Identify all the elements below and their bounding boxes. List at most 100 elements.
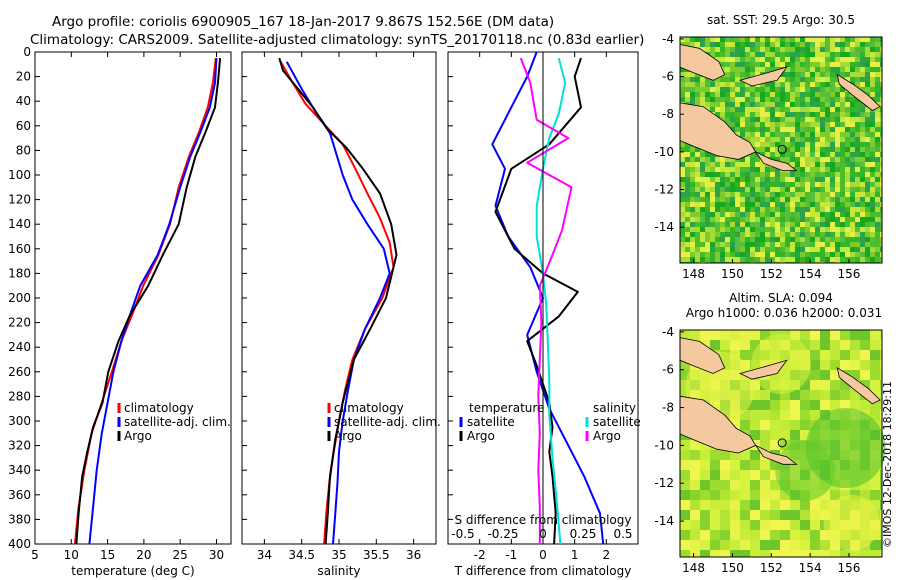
- sst-map-cell: [720, 217, 725, 222]
- sst-map-cell: [875, 97, 880, 102]
- sst-map-cell: [865, 217, 870, 222]
- sst-map-cell: [795, 212, 800, 217]
- sla-map-cell: [830, 340, 840, 350]
- sst-map-cell: [695, 172, 700, 177]
- sla-map-cell: [730, 490, 740, 500]
- sst-map-cell: [830, 37, 835, 42]
- sst-map-cell: [835, 57, 840, 62]
- sst-map-cell: [765, 242, 770, 247]
- sla-map-ytick-label: -12: [654, 476, 674, 490]
- sla-map-cell: [750, 520, 760, 530]
- sst-map-cell: [730, 57, 735, 62]
- sst-map-cell: [735, 42, 740, 47]
- sst-map-cell: [725, 37, 730, 42]
- sst-map-cell: [740, 132, 745, 137]
- sst-map-cell: [865, 122, 870, 127]
- sst-map-cell: [695, 242, 700, 247]
- sst-map-cell: [855, 47, 860, 52]
- sst-map-cell: [725, 42, 730, 47]
- sst-map-cell: [785, 42, 790, 47]
- sla-map-cell: [700, 470, 710, 480]
- sst-map-cell: [765, 112, 770, 117]
- sst-map-cell: [735, 112, 740, 117]
- sst-map-cell: [880, 247, 882, 252]
- sst-map-cell: [820, 97, 825, 102]
- sst-map-cell: [770, 247, 775, 252]
- sst-map-cell: [735, 57, 740, 62]
- sst-map-cell: [820, 257, 825, 262]
- sst-map-cell: [835, 162, 840, 167]
- sst-map-cell: [720, 202, 725, 207]
- sst-map-cell: [705, 207, 710, 212]
- sst-map-cell: [695, 87, 700, 92]
- sla-map-cell: [680, 440, 690, 450]
- sst-map-cell: [755, 227, 760, 232]
- sla-map-cell: [680, 360, 690, 370]
- temperature-xlabel: temperature (deg C): [71, 564, 194, 578]
- sla-map-cell: [880, 360, 882, 370]
- sst-map-cell: [855, 242, 860, 247]
- sst-map-cell: [860, 212, 865, 217]
- salinity-legend-label: Argo: [334, 429, 362, 443]
- sst-map-cell: [825, 227, 830, 232]
- sst-map-cell: [695, 82, 700, 87]
- sst-map-cell: [790, 142, 795, 147]
- sst-map-cell: [740, 67, 745, 72]
- sst-map-cell: [820, 227, 825, 232]
- sst-map-cell: [810, 227, 815, 232]
- sst-map-cell: [840, 162, 845, 167]
- sst-map-cell: [825, 147, 830, 152]
- sst-map-cell: [790, 237, 795, 242]
- temperature-ytick-label: 60: [16, 119, 31, 133]
- sst-map-cell: [875, 132, 880, 137]
- sst-map-cell: [765, 37, 770, 42]
- sst-map-cell: [805, 97, 810, 102]
- sst-map-cell: [740, 182, 745, 187]
- sst-map-cell: [830, 187, 835, 192]
- sst-map-cell: [860, 252, 865, 257]
- sst-map-cell: [825, 37, 830, 42]
- sst-map-cell: [735, 197, 740, 202]
- sst-map-cell: [745, 92, 750, 97]
- sst-map-cell: [825, 202, 830, 207]
- sst-map-cell: [745, 257, 750, 262]
- sst-map-cell: [770, 212, 775, 217]
- temperature-ytick-label: 220: [8, 316, 31, 330]
- sla-map-cell: [680, 550, 690, 557]
- sst-map-cell: [875, 147, 880, 152]
- sla-map-cell: [750, 390, 760, 400]
- sst-map-cell: [810, 57, 815, 62]
- sst-map-cell: [850, 222, 855, 227]
- sla-map-cell: [800, 520, 810, 530]
- sst-map-cell: [785, 177, 790, 182]
- sst-map-cell: [715, 112, 720, 117]
- sla-map-cell: [760, 330, 770, 340]
- sla-map-cell: [750, 500, 760, 510]
- sst-map-cell: [810, 37, 815, 42]
- sst-map-cell: [790, 37, 795, 42]
- sst-map-cell: [760, 212, 765, 217]
- sst-map-cell: [835, 87, 840, 92]
- sst-map-cell: [805, 247, 810, 252]
- sst-map-cell: [755, 237, 760, 242]
- sst-map-cell: [780, 72, 785, 77]
- sst-map-cell: [715, 257, 720, 262]
- sst-map-cell: [870, 242, 875, 247]
- sst-map-cell: [690, 252, 695, 257]
- sst-map-cell: [795, 182, 800, 187]
- sst-map-cell: [870, 182, 875, 187]
- sla-map-cell: [800, 550, 810, 557]
- sst-map-cell: [785, 192, 790, 197]
- difference-legend-right-title: salinity: [593, 401, 636, 415]
- sst-map-cell: [725, 82, 730, 87]
- sst-map-cell: [770, 252, 775, 257]
- sla-map-cell: [720, 490, 730, 500]
- sst-map-cell: [845, 232, 850, 237]
- sst-map-cell: [690, 157, 695, 162]
- sst-map-cell: [840, 72, 845, 77]
- sst-map-cell: [800, 82, 805, 87]
- sst-map-cell: [835, 42, 840, 47]
- sst-map-cell: [715, 107, 720, 112]
- sst-map-cell: [810, 192, 815, 197]
- sla-map-cell: [880, 370, 882, 380]
